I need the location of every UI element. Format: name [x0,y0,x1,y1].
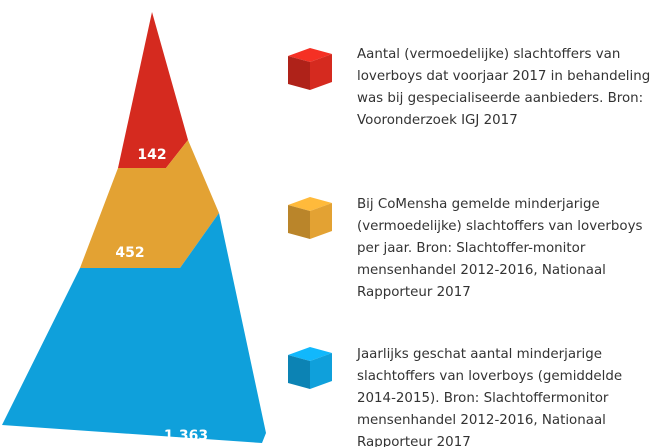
legend-text: Bij CoMensha gemelde minderjarige (vermo… [357,197,643,300]
legend-text: Aantal (vermoedelijke) slachtoffers van … [357,47,651,128]
value-label: 1.363 [164,428,208,444]
cube-side [310,353,332,389]
cube-top [288,347,332,361]
cube-front [288,205,310,239]
cube-side [310,203,332,239]
pyramid-layer [80,140,219,268]
cube-front [288,56,310,90]
cube-top [288,48,332,62]
pyramid-layer [118,12,188,168]
pyramid-layer [2,213,266,443]
cube-top [288,197,332,211]
cube-front [288,355,310,389]
cube-side [310,54,332,90]
value-label: 452 [115,245,144,261]
value-label: 142 [137,147,166,163]
legend-text: Jaarlijks geschat aantal minderjarige sl… [357,347,623,447]
